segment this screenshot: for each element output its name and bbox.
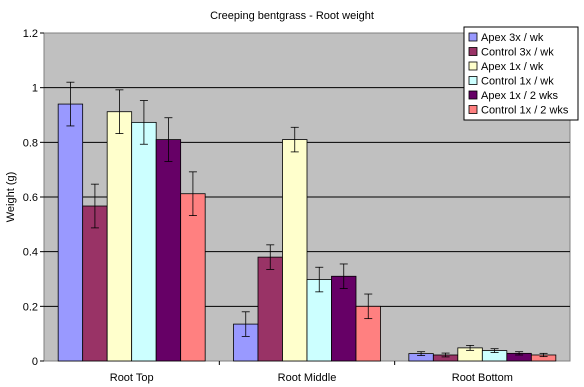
y-tick-label: 0.8 — [23, 137, 38, 149]
legend-swatch — [468, 105, 478, 114]
legend-swatch — [468, 32, 478, 42]
bar — [155, 139, 182, 362]
bar — [282, 139, 308, 362]
y-axis-ticks: 0 0.2 0.4 0.6 0.8 1 1.2 — [23, 28, 44, 368]
category-labels: Root Top Root Middle Root Bottom — [110, 361, 513, 384]
bar — [257, 256, 283, 362]
chart-title: Creeping bentgrass - Root weight — [210, 10, 374, 22]
y-tick-label: 0 — [32, 356, 38, 368]
legend-label: Control 3x / wk — [481, 47, 554, 59]
bar — [57, 103, 84, 362]
y-tick-label: 1 — [32, 83, 38, 95]
category-label: Root Bottom — [452, 372, 513, 384]
bar — [331, 275, 357, 362]
category-label: Root Middle — [278, 372, 337, 384]
category-label: Root Top — [110, 372, 154, 384]
legend-box — [463, 26, 579, 121]
legend-label: Apex 3x / wk — [481, 32, 544, 44]
bars — [57, 81, 557, 362]
bar — [180, 193, 206, 362]
legend-swatch — [468, 61, 478, 71]
legend-label: Control 1x / 2 wks — [481, 105, 569, 117]
bar — [131, 121, 157, 362]
legend-label: Control 1x / wk — [481, 76, 554, 88]
y-tick-label: 0.6 — [23, 192, 38, 204]
legend-label: Apex 1x / 2 wks — [481, 90, 559, 102]
legend-swatch — [468, 76, 478, 85]
legend-swatch — [468, 47, 478, 56]
y-axis-label: Weight (g) — [5, 172, 17, 223]
legend: Apex 3x / wk Control 3x / wk Apex 1x / wk C… — [463, 26, 579, 121]
y-tick-label: 0.4 — [23, 247, 38, 259]
y-tick-label: 0.2 — [23, 301, 38, 313]
legend-label: Apex 1x / wk — [481, 61, 544, 73]
bar — [106, 111, 133, 362]
y-tick-label: 1.2 — [23, 28, 38, 40]
bar — [306, 279, 332, 362]
legend-swatch — [468, 90, 478, 100]
bar — [82, 205, 108, 362]
